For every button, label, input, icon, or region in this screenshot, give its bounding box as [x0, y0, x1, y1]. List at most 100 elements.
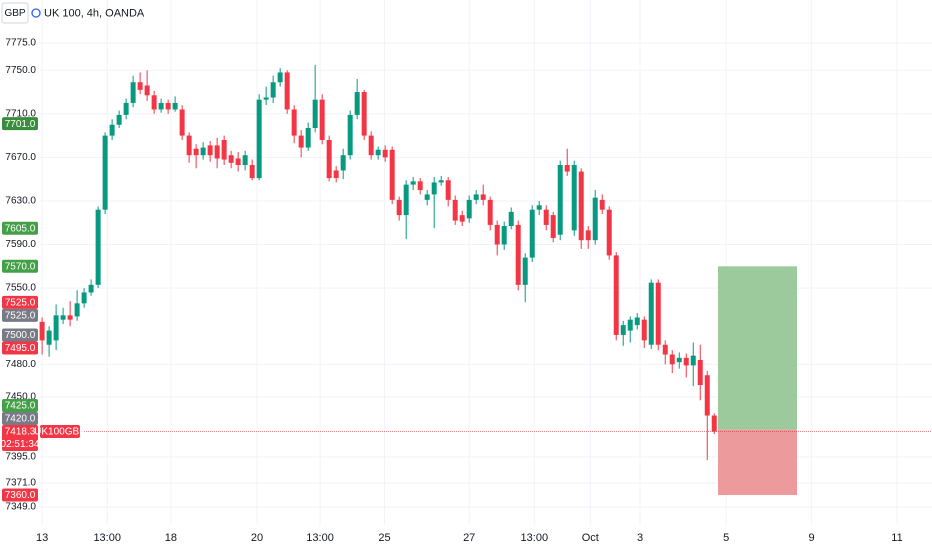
price-badge-label: 7525.0	[5, 297, 36, 308]
candle-body	[39, 321, 45, 341]
candle-body	[67, 315, 73, 320]
currency: GBP	[4, 8, 25, 19]
candle-body	[123, 102, 129, 115]
candle-body	[375, 149, 381, 156]
price-axis: 7775.0 7750.0 7710.0 7670.0 7630.0 7590.0 7550…	[5, 38, 902, 544]
candle-body	[235, 158, 241, 166]
candle-body	[683, 357, 689, 366]
candle-body	[249, 165, 255, 179]
y-tick-label: 7670.0	[5, 152, 36, 163]
currency-button[interactable]	[1, 2, 29, 24]
candle-body	[704, 375, 710, 416]
candle-body	[445, 180, 451, 200]
x-tick-label: 9	[809, 532, 815, 544]
candle-body	[193, 148, 199, 156]
candle-body	[389, 149, 395, 200]
price-badge	[2, 341, 38, 355]
price-badge-label: 7570.0	[5, 261, 36, 272]
price-badge	[2, 221, 38, 235]
candle-body	[130, 82, 136, 103]
price-badge-label: 7605.0	[5, 223, 36, 234]
candle-body	[564, 165, 570, 172]
price-badge-label: 7525.0	[5, 310, 36, 321]
x-tick-label: 13	[36, 532, 48, 544]
candle-body	[151, 95, 157, 110]
candle-body	[550, 215, 556, 238]
candle-body	[333, 170, 339, 179]
candle-body	[74, 303, 80, 317]
candle-body	[557, 165, 563, 235]
candle-body	[354, 92, 360, 115]
candle-body	[529, 209, 535, 258]
y-tick-label: 7371.0	[5, 478, 36, 489]
symbol-label: UK100GBP	[34, 427, 86, 438]
candle-body	[242, 155, 248, 166]
candle-body	[648, 282, 654, 345]
candle-body	[438, 180, 444, 183]
candle-body	[620, 325, 626, 335]
candle-body	[599, 199, 605, 210]
x-tick-label: 25	[378, 532, 390, 544]
candle-body	[172, 102, 178, 110]
candle-body	[109, 124, 115, 136]
price-badge-label: 7360.0	[5, 490, 36, 501]
candle-body	[207, 145, 213, 156]
x-tick-label: 13:00	[521, 532, 549, 544]
candle-body	[676, 357, 682, 363]
candle-body	[256, 99, 262, 179]
candle-body	[536, 205, 542, 210]
last-price-badge	[2, 425, 38, 452]
candle-body	[431, 182, 437, 195]
candle-body	[221, 139, 227, 160]
candle-body	[298, 135, 304, 148]
candle-body	[662, 344, 668, 355]
candle-body	[340, 155, 346, 171]
candle-body	[613, 255, 619, 335]
candle-body	[347, 114, 353, 156]
x-tick-label: 3	[637, 532, 643, 544]
x-tick-label: 5	[723, 532, 729, 544]
candle-body	[319, 99, 325, 140]
candle-body	[361, 92, 367, 136]
candle-body	[291, 109, 297, 136]
candle-body	[60, 315, 66, 320]
price-badge	[2, 259, 38, 273]
y-tick-label: 7750.0	[5, 65, 36, 76]
candle-body	[480, 194, 486, 200]
candle-body	[487, 199, 493, 225]
candle-body	[592, 197, 598, 241]
candle-body	[144, 85, 150, 96]
candle-body	[137, 82, 143, 90]
candle-body	[305, 127, 311, 148]
candle-body	[578, 171, 584, 241]
candle-body	[697, 359, 703, 386]
candle-body	[228, 155, 234, 163]
candle-body	[690, 355, 696, 366]
candle-body	[410, 181, 416, 185]
y-tick-label: 7775.0	[5, 38, 36, 49]
price-badge	[2, 308, 38, 322]
candle-body	[81, 292, 87, 304]
candle-body	[634, 317, 640, 326]
chart-title: UK 100, 4h, OANDA	[44, 7, 145, 19]
candle-body	[179, 109, 185, 136]
x-tick-label: 20	[251, 532, 263, 544]
price-badge-label: 7420.0	[5, 414, 36, 425]
price-badges: 7701.0 7605.0 7570.0 7525.0 7525.0 7500.0 7495…	[1, 117, 86, 502]
candle-body	[158, 102, 164, 110]
candle-body	[641, 319, 647, 341]
candle-body	[466, 199, 472, 219]
y-tick-label: 7349.0	[5, 502, 36, 513]
y-tick-label: 7450.0	[5, 392, 36, 403]
candle-body	[473, 194, 479, 200]
y-tick-label: 7710.0	[5, 108, 36, 119]
candle-body	[326, 139, 332, 179]
symbol-badge	[40, 425, 80, 439]
y-tick-label: 7630.0	[5, 196, 36, 207]
candle-body	[515, 224, 521, 285]
candle-body	[417, 181, 423, 191]
candle-body	[396, 199, 402, 216]
candle-body	[606, 209, 612, 256]
candle-body	[522, 257, 528, 285]
